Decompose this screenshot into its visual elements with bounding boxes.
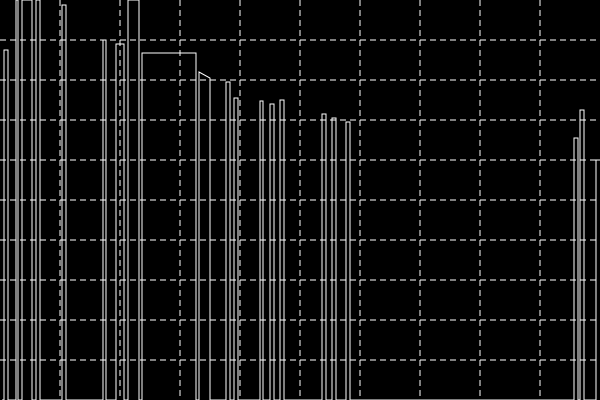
line-chart: [0, 0, 600, 400]
chart-series: [2, 0, 600, 400]
chart-grid: [0, 0, 600, 400]
series-line-1: [2, 0, 600, 400]
